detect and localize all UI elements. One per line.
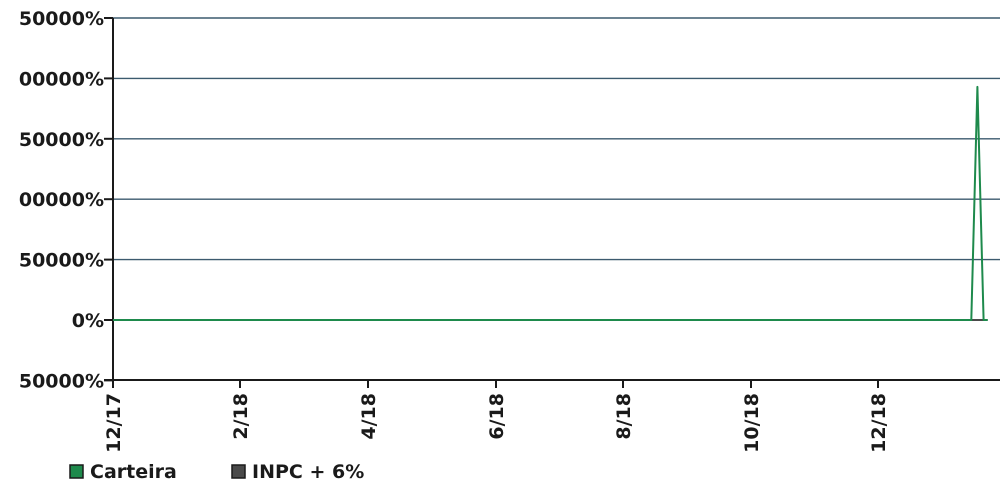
y-tick-label: 50000% xyxy=(19,370,104,392)
legend: Carteira INPC + 6% xyxy=(69,461,364,483)
x-tick-label: 12/18 xyxy=(868,393,890,453)
legend-label: Carteira xyxy=(90,461,177,483)
x-tick-label: 2/18 xyxy=(230,393,252,440)
grid-lines xyxy=(113,17,1000,261)
axes xyxy=(104,17,1000,388)
x-tick-label: 10/18 xyxy=(741,393,763,453)
legend-label: INPC + 6% xyxy=(252,461,364,483)
legend-swatch xyxy=(69,464,84,479)
legend-swatch xyxy=(231,464,246,479)
y-tick-label: 50000% xyxy=(19,129,104,151)
x-tick-label: 4/18 xyxy=(358,393,380,440)
series-line-carteira xyxy=(113,85,988,321)
x-tick-labels: 12/17 2/18 4/18 6/18 8/18 10/18 12/18 xyxy=(103,393,890,453)
y-tick-label: 50000% xyxy=(19,8,104,30)
series-lines xyxy=(113,85,988,321)
y-tick-label: 00000% xyxy=(19,68,104,90)
y-tick-label: 50000% xyxy=(19,250,104,272)
y-tick-labels: 50000% 00000% 50000% 00000% 50000% 0% 50000% xyxy=(19,8,104,392)
x-tick-label: 8/18 xyxy=(613,393,635,440)
x-tick-label: 6/18 xyxy=(486,393,508,440)
x-tick-label: 12/17 xyxy=(103,393,125,453)
y-tick-label: 00000% xyxy=(19,189,104,211)
y-tick-label: 0% xyxy=(72,310,104,332)
